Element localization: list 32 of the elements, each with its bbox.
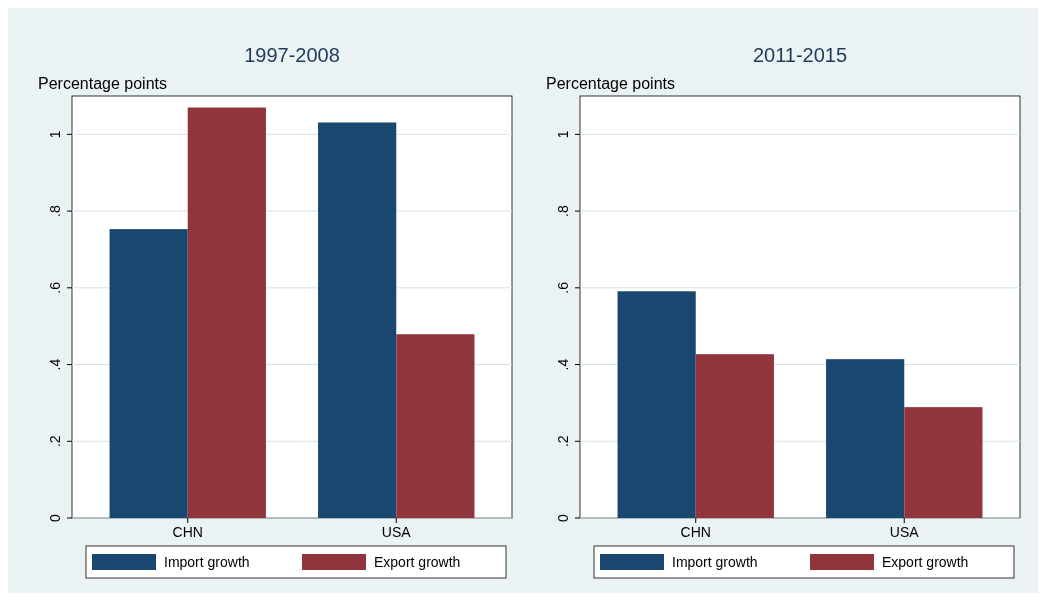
y-tick-label: 0 [555, 513, 571, 522]
bar [109, 229, 188, 518]
bar [187, 107, 266, 518]
y-tick-label: .4 [47, 358, 63, 371]
bar [617, 291, 696, 518]
bar [904, 407, 983, 518]
bar [396, 334, 475, 518]
y-tick-label: .8 [555, 205, 571, 217]
bar [318, 122, 397, 518]
x-tick-label: USA [381, 524, 412, 540]
y-tick-label: 1 [555, 130, 571, 139]
y-tick-label: .6 [555, 281, 571, 294]
x-tick-label: CHN [680, 524, 711, 540]
x-tick-label: USA [889, 524, 920, 540]
legend-label: Export growth [882, 554, 969, 570]
legend-label: Export growth [374, 554, 461, 570]
bar [826, 359, 905, 518]
bar [695, 354, 774, 518]
chart-title: 1997-2008 [244, 44, 340, 66]
y-tick-label: 1 [47, 130, 63, 139]
x-tick-label: CHN [172, 524, 203, 540]
y-tick-label: .8 [47, 205, 63, 217]
y-axis-title: Percentage points [38, 75, 167, 92]
y-tick-label: .6 [47, 281, 63, 294]
legend-label: Import growth [164, 554, 250, 570]
y-axis-title: Percentage points [546, 75, 675, 92]
y-tick-label: .2 [555, 435, 571, 448]
legend-label: Import growth [672, 554, 758, 570]
y-tick-label: .2 [47, 435, 63, 448]
y-tick-label: 0 [47, 513, 63, 522]
chart-title: 2011-2015 [752, 44, 848, 66]
y-tick-label: .4 [555, 358, 571, 371]
